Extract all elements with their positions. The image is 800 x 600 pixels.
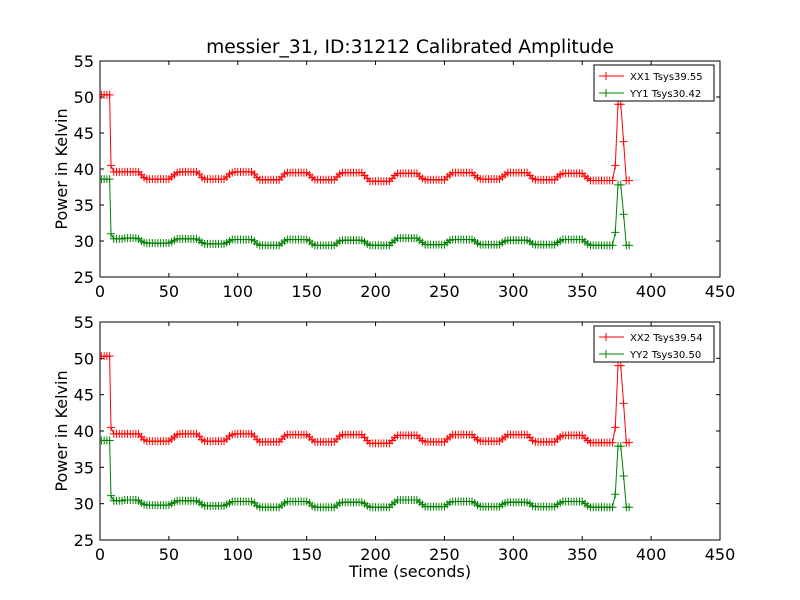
data-point [619,137,628,146]
data-point [608,176,617,185]
legend-label: YY2 Tsys30.50 [629,350,701,361]
data-point [619,472,628,481]
data-point [619,399,628,408]
y-tick-label: 40 [74,422,94,441]
legend-marker [602,333,610,341]
data-point [107,491,116,500]
series-1 [100,436,634,512]
x-tick-label: 450 [705,282,736,301]
data-point [107,423,116,432]
legend-marker [602,89,610,97]
x-tick-label: 350 [567,282,598,301]
x-tick-label: 400 [636,545,667,564]
x-tick-label: 150 [291,282,322,301]
data-point [616,180,625,189]
y-tick-label: 50 [74,88,94,107]
x-tick-label: 100 [223,282,254,301]
x-tick-label: 100 [223,545,254,564]
y-axis-label: Power in Kelvin [52,370,71,491]
y-tick-label: 50 [74,349,94,368]
y-tick-label: 25 [74,268,94,287]
y-axis-label: Power in Kelvin [52,108,71,229]
x-tick-label: 150 [291,545,322,564]
legend-box [593,64,715,102]
series-0 [100,90,634,186]
x-tick-label: 300 [498,282,529,301]
x-tick-label: 50 [159,282,179,301]
series-0 [100,352,634,448]
legend-label: XX1 Tsys39.55 [630,72,703,83]
series-1 [100,175,634,250]
y-tick-label: 55 [74,52,94,71]
legend-label: YY1 Tsys30.42 [629,89,701,100]
y-tick-label: 35 [74,196,94,215]
data-point [625,176,634,185]
y-tick-label: 30 [74,495,94,514]
data-point [611,161,620,170]
data-point [616,100,625,109]
chart-title: messier_31, ID:31212 Calibrated Amplitud… [206,37,614,58]
data-point [616,361,625,370]
y-tick-label: 30 [74,232,94,251]
y-tick-label: 45 [74,386,94,405]
x-tick-label: 0 [95,545,105,564]
data-point [105,436,114,445]
x-tick-label: 200 [360,545,391,564]
bottom-panel: 0 50 100 150 200 250 300 350 400 450 25 30 35 40 45 50 5… [52,313,735,581]
legend-marker [602,350,610,358]
y-tick-label: 40 [74,160,94,179]
data-point [105,90,114,99]
legend-marker [602,72,610,80]
data-point [611,490,620,499]
data-point [107,161,116,170]
data-point [608,503,617,512]
x-tick-label: 350 [567,545,598,564]
x-tick-label: 250 [429,545,460,564]
x-tick-label: 200 [360,282,391,301]
y-tick-label: 55 [74,313,94,332]
data-point [608,438,617,447]
data-point [625,438,634,447]
x-tick-label: 450 [705,545,736,564]
x-tick-label: 250 [429,282,460,301]
x-tick-label: 0 [95,282,105,301]
y-tick-label: 45 [74,124,94,143]
data-point [608,241,617,250]
x-axis-label: Time (seconds) [348,562,471,581]
y-tick-label: 35 [74,458,94,477]
top-panel: 0 50 100 150 200 250 300 350 400 450 25 30 35 40 45 50 5… [52,52,735,301]
x-tick-label: 50 [159,545,179,564]
legend-label: XX2 Tsys39.54 [630,333,703,344]
data-point [616,442,625,451]
x-tick-label: 400 [636,282,667,301]
data-point [625,503,634,512]
data-point [105,175,114,184]
data-point [619,210,628,219]
legend-box [593,325,715,363]
x-tick-label: 300 [498,545,529,564]
data-point [611,228,620,237]
y-tick-label: 25 [74,531,94,550]
data-point [105,352,114,361]
data-point [107,229,116,238]
data-point [611,423,620,432]
data-point [625,241,634,250]
